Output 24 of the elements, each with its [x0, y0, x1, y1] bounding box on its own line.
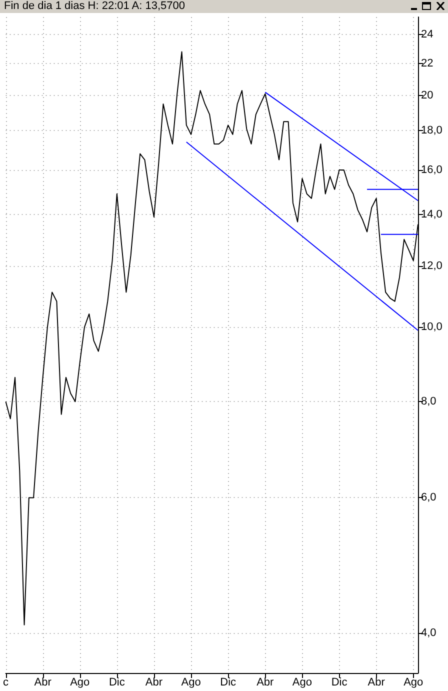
- x-tick-label: Abr: [34, 676, 52, 688]
- y-tick-label: 14,0: [421, 208, 442, 221]
- y-tick-label: 16,0: [421, 164, 442, 176]
- x-tick-label: Dic: [108, 676, 126, 688]
- x-tick-label: Dic: [331, 676, 348, 688]
- y-tick-label: 10,0: [421, 321, 442, 334]
- y-tick-label: 24: [421, 28, 434, 41]
- chart-title: Fin de dia 1 dias H: 22:01 A: 13,5700: [4, 0, 186, 13]
- x-tick-label: Ago: [181, 676, 201, 688]
- x-tick-label: Ago: [70, 676, 90, 688]
- x-tick-label: Abr: [256, 676, 274, 688]
- y-tick-label: 20: [421, 90, 434, 102]
- y-tick-label: 22: [421, 58, 434, 70]
- x-tick-label: Ago: [404, 676, 424, 688]
- x-tick-label: Ago: [292, 676, 312, 688]
- y-tick-label: 12,0: [421, 260, 442, 272]
- y-tick-label: 18,0: [421, 124, 442, 137]
- x-tick-label: Dic: [220, 676, 237, 688]
- x-tick-label: c: [3, 676, 9, 688]
- y-tick-label: 6,0: [421, 492, 436, 504]
- x-tick-label: Abr: [368, 676, 386, 688]
- x-tick-label: Abr: [145, 676, 163, 688]
- y-tick-label: 4,0: [421, 627, 436, 640]
- y-tick-label: 8,0: [421, 396, 436, 408]
